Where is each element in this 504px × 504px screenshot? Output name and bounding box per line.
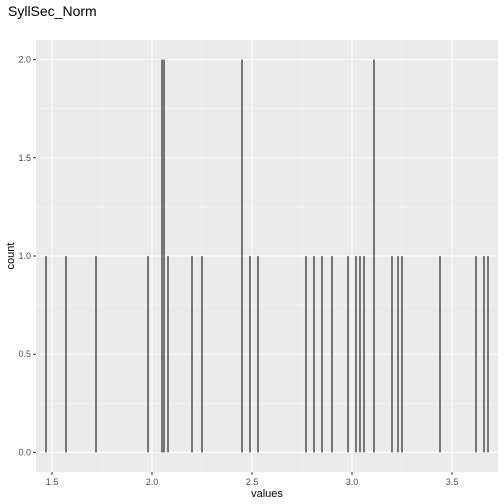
histogram-bar [161, 59, 163, 453]
x-tick-label: 3.0 [346, 477, 359, 487]
x-tick-label: 1.5 [46, 477, 59, 487]
histogram-bar [313, 256, 315, 453]
y-tick-label: 0.0 [18, 447, 31, 457]
chart-title: SyllSec_Norm [8, 3, 97, 19]
histogram-bar [397, 256, 399, 453]
x-tick-label: 2.0 [146, 477, 159, 487]
histogram-bar [439, 256, 441, 453]
x-tick-label: 2.5 [246, 477, 259, 487]
histogram-bar [45, 256, 47, 453]
y-axis-title: count [5, 243, 17, 270]
histogram-bar [475, 256, 477, 453]
histogram-bar [391, 256, 393, 453]
histogram-bar [249, 256, 251, 453]
histogram-bar [487, 256, 489, 453]
histogram-bar [167, 256, 169, 453]
histogram-bar [359, 256, 361, 453]
histogram-bar [373, 59, 375, 453]
x-tick-label: 3.5 [446, 477, 459, 487]
histogram-bar [363, 256, 365, 453]
x-axis-ticks: 1.5 2.0 2.5 3.0 3.5 [46, 472, 459, 487]
y-axis-ticks: 0.0 0.5 1.0 1.5 2.0 [18, 55, 36, 457]
histogram-bar [147, 256, 149, 453]
histogram-bar [331, 256, 333, 453]
histogram-bar [163, 59, 165, 453]
histogram-bar [241, 59, 243, 453]
y-tick-label: 1.0 [18, 251, 31, 261]
histogram-bar [305, 256, 307, 453]
histogram-bar [191, 256, 193, 453]
histogram-bar [321, 256, 323, 453]
histogram-bar [347, 256, 349, 453]
histogram-bar [257, 256, 259, 453]
histogram-bar [65, 256, 67, 453]
histogram-bars [45, 59, 489, 453]
major-gridlines [36, 40, 498, 472]
histogram-bar [355, 256, 357, 453]
histogram-bar [483, 256, 485, 453]
x-axis-title: values [251, 488, 283, 500]
histogram-bar [401, 256, 403, 453]
y-tick-label: 1.5 [18, 153, 31, 163]
y-tick-label: 0.5 [18, 349, 31, 359]
y-tick-label: 2.0 [18, 55, 31, 65]
histogram-bar [95, 256, 97, 453]
histogram-bar [201, 256, 203, 453]
